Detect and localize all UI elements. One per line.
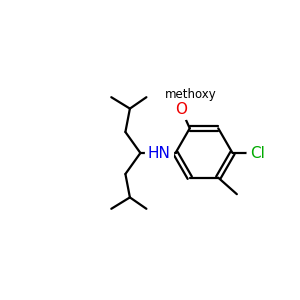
Text: O: O xyxy=(175,102,187,117)
Text: methoxy: methoxy xyxy=(164,88,216,100)
Text: Cl: Cl xyxy=(250,146,266,160)
Text: HN: HN xyxy=(148,146,170,160)
Text: O: O xyxy=(175,102,187,117)
Text: HN: HN xyxy=(148,146,170,160)
Text: Cl: Cl xyxy=(250,146,266,160)
Text: methoxy: methoxy xyxy=(164,88,216,100)
